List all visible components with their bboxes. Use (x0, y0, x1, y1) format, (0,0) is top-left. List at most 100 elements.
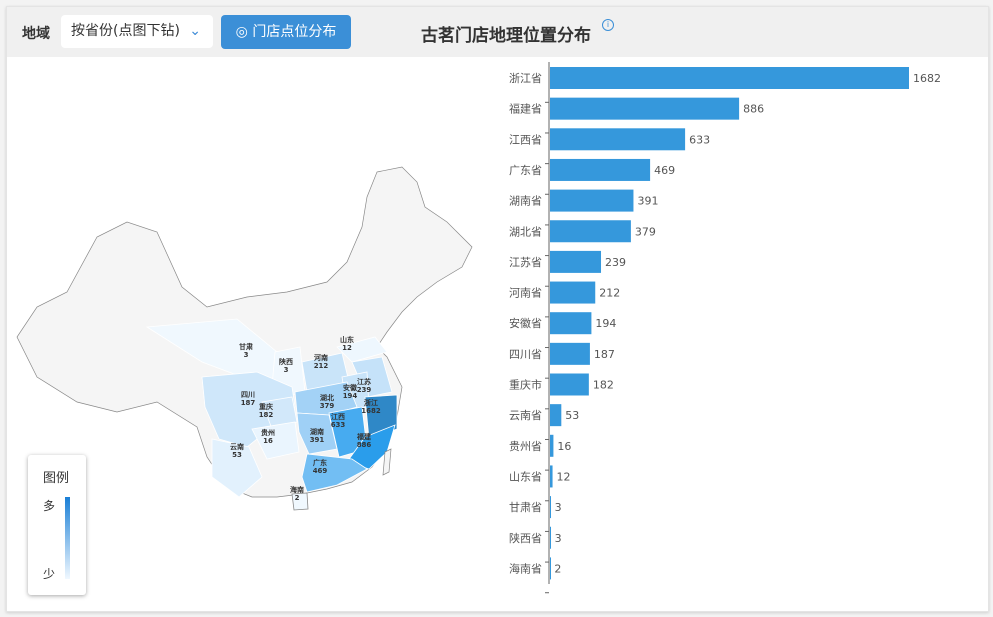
store-button-label: 门店点位分布 (252, 24, 337, 40)
value-label: 379 (635, 225, 656, 238)
map-label-name: 陕西 (279, 357, 293, 366)
category-label: 湖北省 (509, 225, 542, 238)
category-label: 四川省 (509, 348, 542, 361)
location-icon: ◎ (235, 24, 253, 40)
bar[interactable] (550, 404, 562, 427)
value-label: 194 (595, 317, 616, 330)
province-guangdong[interactable] (301, 453, 368, 493)
map-label-name: 安徽 (343, 383, 358, 392)
bar[interactable] (550, 526, 551, 549)
map-label-name: 海南 (290, 485, 304, 494)
value-label: 12 (557, 470, 571, 483)
bar[interactable] (550, 557, 551, 580)
value-label: 212 (599, 287, 620, 300)
value-label: 633 (689, 133, 710, 146)
map-label-value: 239 (357, 386, 372, 394)
category-label: 山东省 (509, 470, 542, 483)
legend-low-label: 少 (43, 567, 56, 581)
map-label-value: 212 (314, 362, 329, 370)
value-label: 53 (565, 409, 579, 422)
map-label-value: 886 (357, 441, 372, 449)
map-label-name: 重庆 (259, 402, 273, 411)
bar[interactable] (550, 465, 553, 488)
bar[interactable] (550, 373, 589, 396)
legend-high-label: 多 (43, 499, 56, 513)
value-label: 187 (594, 348, 615, 361)
province-yunnan[interactable] (211, 438, 263, 498)
category-label: 广东省 (509, 164, 542, 177)
map-label-name: 四川 (241, 391, 255, 399)
value-label: 16 (557, 440, 571, 453)
value-label: 886 (743, 103, 764, 116)
category-label: 福建省 (509, 102, 542, 116)
province-shandong[interactable] (336, 336, 388, 363)
value-label: 1682 (913, 72, 941, 85)
category-label: 浙江省 (509, 72, 542, 85)
bar[interactable] (550, 67, 909, 89)
info-icon[interactable]: i (602, 19, 614, 31)
map-label-value: 187 (241, 399, 256, 407)
category-label: 重庆市 (509, 378, 542, 392)
legend-gradient-slider[interactable] (65, 497, 70, 579)
category-label: 湖南省 (509, 195, 542, 208)
store-distribution-button[interactable]: ◎ 门店点位分布 (221, 15, 351, 49)
map-label-name: 甘肃 (239, 342, 253, 351)
category-label: 江苏省 (509, 256, 542, 269)
bar[interactable] (550, 312, 592, 335)
category-label: 安徽省 (509, 316, 542, 330)
value-label: 3 (555, 532, 562, 545)
bar[interactable] (550, 97, 740, 120)
bar[interactable] (550, 250, 602, 273)
map-label-value: 182 (259, 411, 274, 419)
map-label-value: 379 (320, 402, 335, 410)
province-chongqing[interactable] (261, 396, 298, 430)
bar[interactable] (550, 158, 651, 181)
map-label-value: 12 (342, 344, 352, 352)
legend-title: 图例 (43, 471, 70, 486)
region-select[interactable]: 按省份(点图下钻) ⌄ (61, 15, 213, 48)
category-label: 贵州省 (509, 440, 542, 453)
map-label-value: 2 (295, 494, 300, 502)
category-label: 陕西省 (509, 531, 542, 545)
map-label-value: 3 (244, 351, 249, 359)
map-label-value: 194 (343, 392, 358, 400)
map-label-name: 江西 (331, 412, 345, 421)
bar[interactable] (550, 496, 551, 519)
region-label: 地域 (22, 26, 50, 42)
province-fujian[interactable] (346, 424, 396, 470)
province-hunan[interactable] (296, 412, 338, 455)
chevron-down-icon: ⌄ (189, 23, 201, 39)
bar[interactable] (550, 128, 686, 151)
map-label-name: 广东 (313, 458, 327, 467)
map-label-name: 福建 (356, 432, 372, 441)
value-label: 2 (554, 562, 561, 575)
map-label-name: 江苏 (357, 377, 371, 386)
value-label: 3 (555, 501, 562, 514)
map-label-name: 贵州 (261, 428, 275, 437)
province-hainan[interactable] (291, 492, 309, 511)
bar[interactable] (550, 220, 631, 243)
bar[interactable] (550, 189, 634, 212)
value-label: 469 (654, 164, 675, 177)
map-legend: 图例 多 少 (28, 455, 86, 595)
map-label-value: 469 (313, 467, 328, 475)
province-guizhou[interactable] (251, 421, 300, 460)
value-label: 391 (637, 195, 658, 208)
map-label-name: 云南 (230, 442, 244, 451)
value-label: 239 (605, 256, 626, 269)
page-title: 古茗门店地理位置分布 (421, 26, 591, 46)
category-label: 甘肃省 (509, 501, 542, 514)
bar[interactable] (550, 281, 596, 304)
bar[interactable] (550, 342, 590, 365)
map-label-name: 湖南 (310, 427, 324, 436)
map-label-name: 湖北 (320, 393, 334, 402)
bar[interactable] (550, 434, 554, 457)
value-label: 182 (593, 379, 614, 392)
dashboard-card: 地域 按省份(点图下钻) ⌄ ◎ 门店点位分布 古茗门店地理位置分布 i 甘肃 3 陕… (6, 6, 989, 612)
map-label-value: 3 (284, 366, 289, 374)
map-label-value: 1682 (361, 407, 381, 415)
bar-chart: 浙江省 1682 福建省 886 江西省 633 广东省 469 湖南省 391 湖北省 379 江苏省… (509, 62, 941, 594)
category-label: 江西省 (509, 133, 542, 146)
map-label-value: 391 (310, 436, 325, 444)
